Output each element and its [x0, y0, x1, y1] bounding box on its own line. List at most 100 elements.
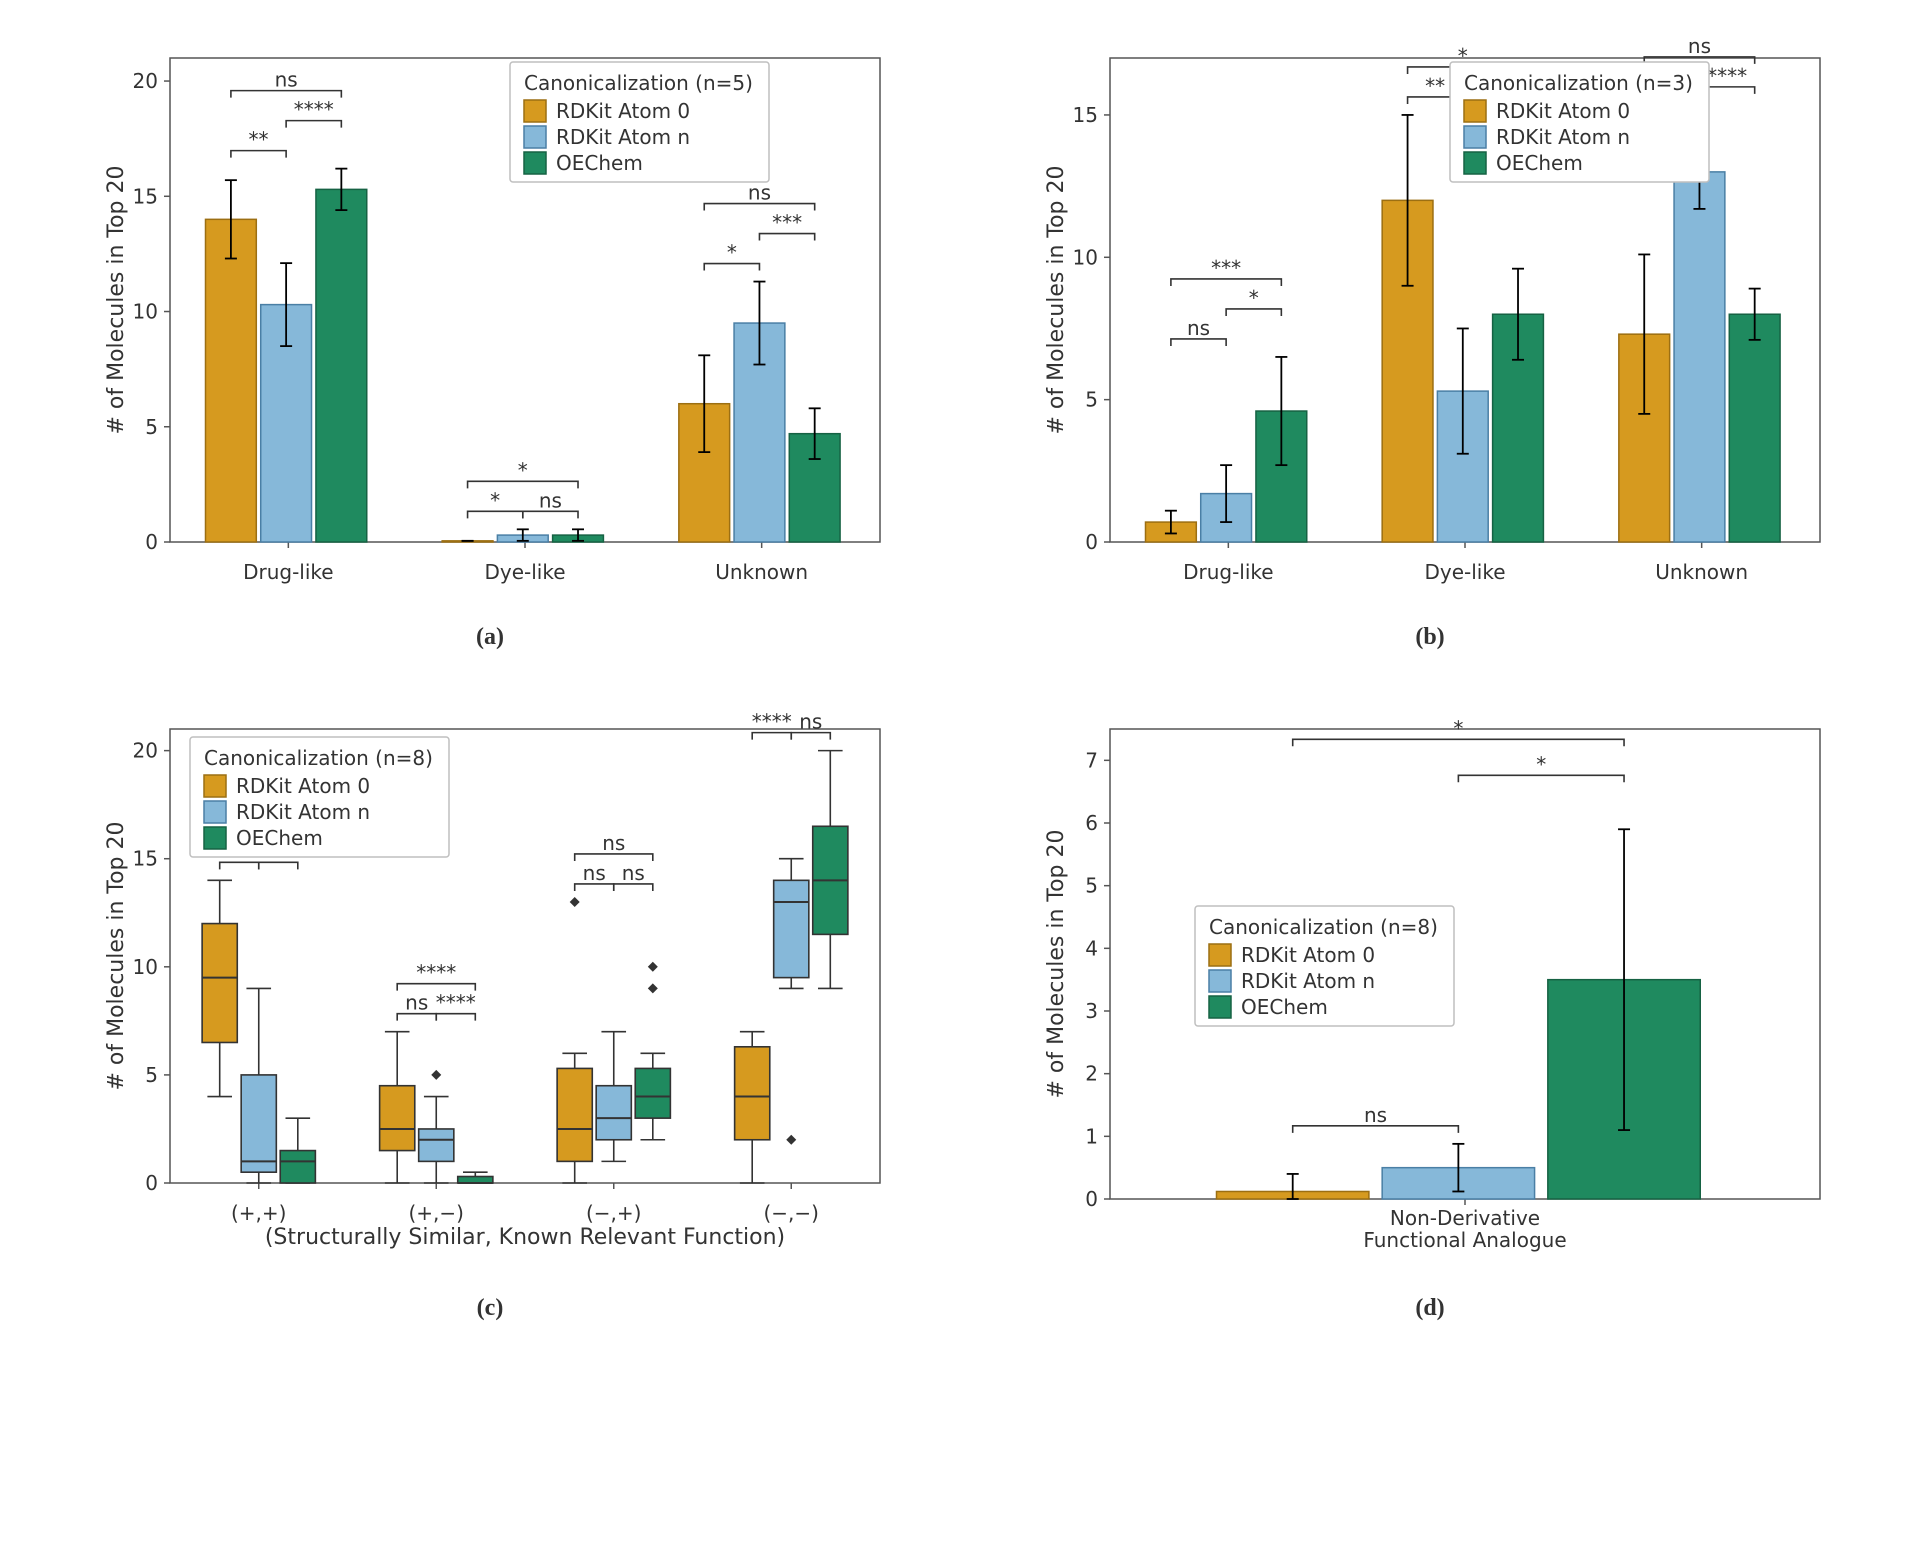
panel-d-svg: 01234567# of Molecules in Top 20Non-Deri…: [1020, 711, 1840, 1271]
sig-bracket: ***: [759, 211, 814, 241]
svg-text:****: ****: [436, 991, 476, 1015]
svg-text:# of Molecules in Top 20: # of Molecules in Top 20: [1044, 165, 1069, 434]
svg-text:4: 4: [1085, 936, 1098, 960]
svg-text:# of Molecules in Top 20: # of Molecules in Top 20: [104, 821, 129, 1090]
box: [635, 1068, 670, 1118]
legend-swatch: [1464, 126, 1486, 148]
svg-text:***: ***: [772, 211, 802, 235]
legend-swatch: [204, 775, 226, 797]
svg-text:Unknown: Unknown: [1655, 560, 1748, 584]
svg-text:RDKit Atom n: RDKit Atom n: [1496, 125, 1630, 149]
svg-text:ns: ns: [1364, 1103, 1387, 1127]
sig-bracket: *: [468, 458, 578, 488]
svg-text:RDKit Atom n: RDKit Atom n: [236, 800, 370, 824]
panel-b-wrap: 051015# of Molecules in Top 20Drug-likeD…: [990, 40, 1870, 651]
outlier: [786, 1135, 796, 1145]
svg-text:*: *: [518, 458, 528, 482]
bar: [1674, 172, 1725, 542]
svg-text:ns: ns: [583, 861, 606, 885]
svg-text:****: ****: [416, 961, 456, 985]
svg-text:15: 15: [133, 184, 158, 208]
svg-text:1: 1: [1085, 1124, 1098, 1148]
legend-swatch: [1209, 996, 1231, 1018]
svg-text:*: *: [1536, 752, 1546, 776]
svg-text:ns: ns: [1187, 316, 1210, 340]
bar: [316, 189, 367, 542]
svg-text:RDKit Atom n: RDKit Atom n: [1241, 969, 1375, 993]
svg-text:10: 10: [1073, 245, 1098, 269]
svg-text:Canonicalization (n=8): Canonicalization (n=8): [1209, 915, 1438, 939]
panel-a-svg: 05101520# of Molecules in Top 20Drug-lik…: [80, 40, 900, 600]
svg-text:Canonicalization (n=5): Canonicalization (n=5): [524, 71, 753, 95]
box: [735, 1047, 770, 1140]
legend-swatch: [204, 801, 226, 823]
sig-bracket: ****: [752, 711, 792, 740]
svg-text:RDKit Atom 0: RDKit Atom 0: [236, 774, 370, 798]
svg-text:*: *: [727, 241, 737, 265]
box: [596, 1086, 631, 1140]
sig-bracket: ns: [704, 181, 814, 211]
legend-swatch: [524, 100, 546, 122]
svg-text:# of Molecules in Top 20: # of Molecules in Top 20: [1044, 829, 1069, 1098]
svg-text:15: 15: [1073, 103, 1098, 127]
legend: Canonicalization (n=5) RDKit Atom 0RDKit …: [510, 62, 769, 182]
sig-bracket: *: [1293, 716, 1624, 746]
svg-text:0: 0: [145, 1171, 158, 1195]
sig-bracket: ns: [614, 861, 653, 891]
legend-swatch: [1209, 944, 1231, 966]
box: [202, 924, 237, 1043]
svg-text:OEChem: OEChem: [556, 151, 643, 175]
svg-text:10: 10: [133, 300, 158, 324]
panel-c-wrap: 05101520# of Molecules in Top 20(+,+)(+,…: [50, 711, 930, 1322]
svg-text:ns: ns: [622, 861, 645, 885]
box: [280, 1151, 315, 1183]
svg-text:7: 7: [1085, 748, 1098, 772]
svg-text:0: 0: [1085, 1187, 1098, 1211]
panel-b: 051015# of Molecules in Top 20Drug-likeD…: [1020, 40, 1840, 600]
legend-swatch: [1209, 970, 1231, 992]
bar: [1729, 314, 1780, 542]
box: [774, 880, 809, 977]
sig-bracket: ns: [1171, 316, 1226, 346]
svg-text:0: 0: [1085, 530, 1098, 554]
svg-text:Dye-like: Dye-like: [484, 560, 565, 584]
svg-text:RDKit Atom n: RDKit Atom n: [556, 125, 690, 149]
sig-bracket: ****: [397, 961, 475, 991]
svg-text:15: 15: [133, 847, 158, 871]
legend: Canonicalization (n=3)RDKit Atom 0RDKit …: [1450, 62, 1709, 182]
legend-swatch: [1464, 152, 1486, 174]
svg-text:(+,+): (+,+): [231, 1201, 286, 1225]
panel-a-wrap: 05101520# of Molecules in Top 20Drug-lik…: [50, 40, 930, 651]
svg-text:20: 20: [133, 69, 158, 93]
outlier: [648, 962, 658, 972]
svg-text:RDKit Atom 0: RDKit Atom 0: [556, 99, 690, 123]
svg-text:****: ****: [752, 711, 792, 734]
legend: Canonicalization (n=8)RDKit Atom 0RDKit …: [190, 737, 449, 857]
panel-c-svg: 05101520# of Molecules in Top 20(+,+)(+,…: [80, 711, 900, 1271]
panel-b-svg: 051015# of Molecules in Top 20Drug-likeD…: [1020, 40, 1840, 600]
svg-text:ns: ns: [1688, 40, 1711, 58]
sig-bracket: ns: [1293, 1103, 1459, 1133]
svg-text:Unknown: Unknown: [715, 560, 808, 584]
svg-text:ns: ns: [602, 831, 625, 855]
svg-text:20: 20: [133, 739, 158, 763]
svg-text:(−,−): (−,−): [764, 1201, 819, 1225]
svg-text:Drug-like: Drug-like: [1183, 560, 1274, 584]
svg-text:5: 5: [145, 415, 158, 439]
svg-text:(+,−): (+,−): [409, 1201, 464, 1225]
svg-text:10: 10: [133, 955, 158, 979]
sig-bracket: *: [468, 488, 523, 518]
panel-c: 05101520# of Molecules in Top 20(+,+)(+,…: [80, 711, 900, 1271]
box: [557, 1068, 592, 1161]
svg-text:(Structurally Similar, Known R: (Structurally Similar, Known Relevant Fu…: [265, 1225, 785, 1250]
svg-text:Canonicalization (n=3): Canonicalization (n=3): [1464, 71, 1693, 95]
panel-a: 05101520# of Molecules in Top 20Drug-lik…: [80, 40, 900, 600]
svg-text:# of Molecules in Top 20: # of Molecules in Top 20: [104, 165, 129, 434]
svg-text:Drug-like: Drug-like: [243, 560, 334, 584]
sig-bracket: ns: [397, 991, 436, 1021]
panel-d-wrap: 01234567# of Molecules in Top 20Non-Deri…: [990, 711, 1870, 1322]
svg-text:RDKit Atom 0: RDKit Atom 0: [1241, 943, 1375, 967]
sig-bracket: ns: [231, 68, 341, 98]
svg-text:5: 5: [1085, 388, 1098, 412]
panel-b-caption: (b): [1415, 624, 1444, 651]
